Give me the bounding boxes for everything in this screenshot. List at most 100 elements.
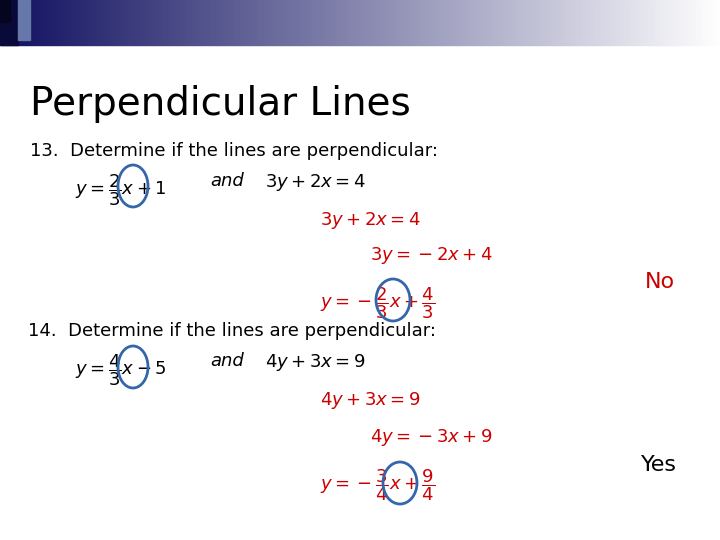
- Bar: [653, 0, 655, 45]
- Bar: [384, 0, 387, 45]
- Bar: [557, 0, 559, 45]
- Bar: [63, 0, 65, 45]
- Bar: [516, 0, 518, 45]
- Bar: [149, 0, 151, 45]
- Bar: [343, 0, 346, 45]
- Bar: [36, 0, 38, 45]
- Text: $y = -\dfrac{3}{4}x + \dfrac{9}{4}$: $y = -\dfrac{3}{4}x + \dfrac{9}{4}$: [320, 467, 435, 503]
- Bar: [408, 0, 410, 45]
- Bar: [521, 0, 523, 45]
- Bar: [81, 0, 84, 45]
- Bar: [703, 0, 706, 45]
- Bar: [708, 0, 711, 45]
- Bar: [454, 0, 456, 45]
- Bar: [279, 0, 281, 45]
- Bar: [158, 0, 161, 45]
- Bar: [593, 0, 595, 45]
- Bar: [423, 0, 425, 45]
- Text: 13.  Determine if the lines are perpendicular:: 13. Determine if the lines are perpendic…: [30, 142, 438, 160]
- Bar: [542, 0, 545, 45]
- Bar: [691, 0, 693, 45]
- Bar: [38, 0, 41, 45]
- Bar: [257, 0, 259, 45]
- Bar: [549, 0, 552, 45]
- Bar: [274, 0, 276, 45]
- Bar: [382, 0, 384, 45]
- Bar: [99, 0, 101, 45]
- Text: $y = \dfrac{2}{3}x + 1$: $y = \dfrac{2}{3}x + 1$: [75, 172, 166, 208]
- Bar: [569, 0, 571, 45]
- Bar: [446, 0, 449, 45]
- Bar: [535, 0, 538, 45]
- Bar: [247, 0, 250, 45]
- Bar: [338, 0, 341, 45]
- Text: $y = \dfrac{4}{3}x - 5$: $y = \dfrac{4}{3}x - 5$: [75, 352, 166, 388]
- Bar: [684, 0, 686, 45]
- Bar: [360, 0, 362, 45]
- Bar: [374, 0, 377, 45]
- Bar: [523, 0, 526, 45]
- Bar: [387, 0, 389, 45]
- Text: and: and: [210, 172, 244, 190]
- Bar: [367, 0, 369, 45]
- Bar: [91, 0, 94, 45]
- Bar: [77, 0, 79, 45]
- Bar: [156, 0, 158, 45]
- Bar: [459, 0, 461, 45]
- Bar: [329, 0, 331, 45]
- Bar: [614, 0, 617, 45]
- Bar: [403, 0, 405, 45]
- Bar: [254, 0, 257, 45]
- Bar: [612, 0, 614, 45]
- Bar: [55, 0, 58, 45]
- Bar: [281, 0, 283, 45]
- Bar: [418, 0, 420, 45]
- Bar: [415, 0, 418, 45]
- Bar: [670, 0, 672, 45]
- Bar: [427, 0, 430, 45]
- Bar: [19, 0, 22, 45]
- Bar: [235, 0, 238, 45]
- Bar: [667, 0, 670, 45]
- Bar: [528, 0, 531, 45]
- Bar: [576, 0, 578, 45]
- Bar: [693, 0, 696, 45]
- Bar: [650, 0, 653, 45]
- Bar: [621, 0, 624, 45]
- Bar: [43, 0, 45, 45]
- Bar: [369, 0, 372, 45]
- Bar: [204, 0, 207, 45]
- Bar: [590, 0, 593, 45]
- Bar: [480, 0, 482, 45]
- Bar: [103, 0, 106, 45]
- Bar: [506, 0, 509, 45]
- Bar: [451, 0, 454, 45]
- Bar: [5, 0, 7, 45]
- Bar: [238, 0, 240, 45]
- Bar: [250, 0, 252, 45]
- Bar: [173, 0, 175, 45]
- Bar: [24, 0, 27, 45]
- Text: $3y = -2x + 4$: $3y = -2x + 4$: [370, 245, 493, 266]
- Bar: [142, 0, 144, 45]
- Bar: [319, 0, 322, 45]
- Bar: [168, 0, 171, 45]
- Bar: [646, 0, 648, 45]
- Bar: [117, 0, 120, 45]
- Bar: [276, 0, 279, 45]
- Bar: [286, 0, 288, 45]
- Bar: [27, 0, 29, 45]
- Bar: [410, 0, 413, 45]
- Bar: [672, 0, 675, 45]
- Bar: [9, 0, 12, 45]
- Bar: [473, 0, 475, 45]
- Bar: [605, 0, 607, 45]
- Bar: [603, 0, 605, 45]
- Bar: [456, 0, 459, 45]
- Bar: [221, 0, 223, 45]
- Bar: [161, 0, 163, 45]
- Bar: [194, 0, 197, 45]
- Bar: [139, 0, 142, 45]
- Bar: [122, 0, 125, 45]
- Text: $4y = -3x + 9$: $4y = -3x + 9$: [370, 427, 492, 448]
